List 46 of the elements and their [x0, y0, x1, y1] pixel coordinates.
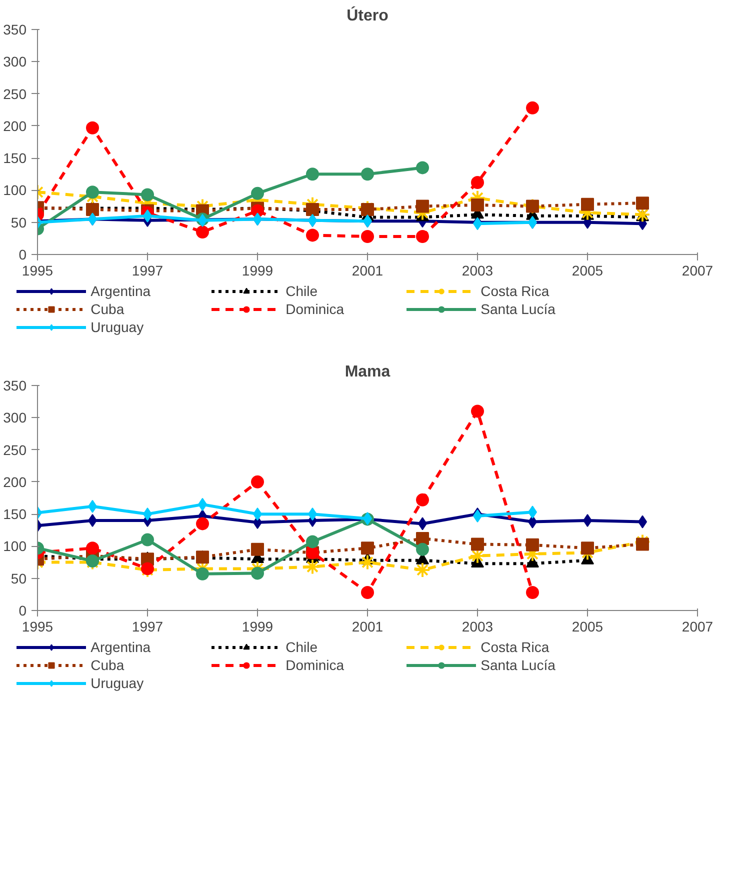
- x-tick-label: 1999: [242, 618, 274, 634]
- legend-label: Chile: [286, 638, 319, 656]
- legend-label: Cuba: [90, 300, 126, 318]
- legend-label: Cuba: [90, 656, 126, 674]
- x-tick-label: 2001: [352, 618, 384, 634]
- legend-label: Argentina: [90, 282, 152, 300]
- y-tick-label: 250: [3, 442, 27, 458]
- y-tick-label: 150: [3, 506, 27, 522]
- y-tick-label: 200: [3, 118, 27, 134]
- x-tick-label: 2007: [682, 262, 714, 278]
- x-tick-label: 1995: [22, 618, 54, 634]
- x-tick-label: 2007: [682, 618, 714, 634]
- x-tick-label: 2003: [462, 618, 494, 634]
- x-tick-label: 1997: [132, 262, 164, 278]
- y-tick-label: 300: [3, 54, 27, 70]
- y-tick-label: 350: [3, 22, 27, 38]
- y-tick-label: 150: [3, 150, 27, 166]
- y-tick-label: 200: [3, 474, 27, 490]
- y-tick-label: 0: [18, 602, 27, 618]
- x-tick-label: 2005: [572, 262, 604, 278]
- legend-label: Dominica: [286, 656, 346, 674]
- chart-title: Útero: [346, 6, 389, 24]
- x-tick-label: 2003: [462, 262, 494, 278]
- y-tick-label: 0: [18, 246, 27, 262]
- x-tick-label: 2005: [572, 618, 604, 634]
- y-tick-label: 50: [10, 570, 27, 586]
- legend-label: Argentina: [90, 638, 152, 656]
- x-tick-label: 1999: [242, 262, 274, 278]
- legend-label: Chile: [286, 282, 319, 300]
- y-tick-label: 50: [10, 214, 27, 230]
- y-tick-label: 100: [3, 538, 27, 554]
- legend-label: Uruguay: [90, 674, 145, 692]
- legend-label: Santa Lucía: [480, 300, 556, 318]
- chart-title: Mama: [344, 364, 390, 380]
- x-tick-label: 2001: [352, 262, 384, 278]
- legend-label: Santa Lucía: [480, 656, 556, 674]
- legend-label: Costa Rica: [480, 282, 550, 300]
- legend-label: Costa Rica: [480, 638, 550, 656]
- y-tick-label: 100: [3, 182, 27, 198]
- y-tick-label: 250: [3, 86, 27, 102]
- legend-label: Uruguay: [90, 318, 145, 336]
- legend-label: Dominica: [286, 300, 346, 318]
- x-tick-label: 1997: [132, 618, 164, 634]
- y-tick-label: 300: [3, 410, 27, 426]
- y-tick-label: 350: [3, 378, 27, 394]
- x-tick-label: 1995: [22, 262, 54, 278]
